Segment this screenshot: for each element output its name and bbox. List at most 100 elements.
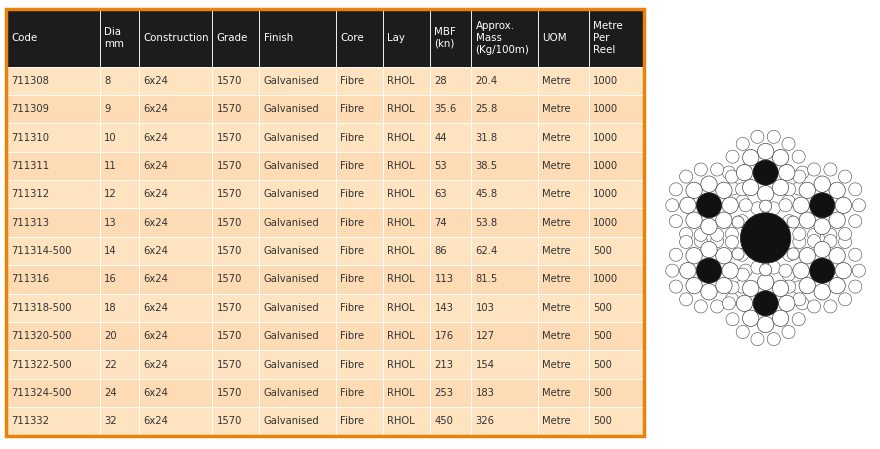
Text: 20.4: 20.4 — [475, 76, 498, 86]
Circle shape — [726, 281, 739, 294]
Bar — [430, 152, 471, 180]
Text: 31.8: 31.8 — [475, 132, 498, 142]
Circle shape — [751, 202, 764, 215]
Circle shape — [739, 199, 752, 212]
Bar — [99, 180, 139, 208]
Text: 711324-500: 711324-500 — [11, 388, 71, 398]
Text: 1000: 1000 — [593, 218, 619, 228]
Circle shape — [736, 248, 749, 261]
Circle shape — [839, 235, 852, 248]
Bar — [589, 379, 643, 407]
Text: Metre
Per
Reel: Metre Per Reel — [593, 21, 623, 55]
Bar — [383, 66, 430, 95]
Text: Metre: Metre — [542, 303, 571, 313]
Circle shape — [829, 182, 846, 198]
Circle shape — [758, 143, 774, 160]
Circle shape — [814, 218, 831, 234]
Bar — [336, 407, 383, 436]
Text: Fibre: Fibre — [341, 303, 364, 313]
Text: Fibre: Fibre — [341, 161, 364, 171]
Circle shape — [810, 258, 835, 283]
Circle shape — [725, 228, 738, 241]
Bar — [260, 237, 336, 265]
Bar — [99, 152, 139, 180]
Bar — [471, 265, 538, 294]
Text: 113: 113 — [435, 274, 453, 284]
Circle shape — [782, 280, 796, 293]
Bar — [538, 350, 589, 379]
Circle shape — [810, 193, 835, 218]
Text: 1570: 1570 — [216, 331, 242, 341]
Text: 1000: 1000 — [593, 104, 619, 114]
Circle shape — [670, 280, 683, 293]
Circle shape — [782, 215, 796, 228]
Circle shape — [694, 300, 708, 313]
Text: 1000: 1000 — [593, 76, 619, 86]
Bar — [589, 407, 643, 436]
Text: Fibre: Fibre — [341, 189, 364, 199]
Circle shape — [722, 263, 738, 279]
Bar — [538, 322, 589, 350]
Text: Galvanised: Galvanised — [264, 218, 319, 228]
Text: RHOL: RHOL — [387, 246, 415, 256]
Text: Galvanised: Galvanised — [264, 416, 319, 427]
Circle shape — [737, 137, 749, 150]
Circle shape — [737, 268, 749, 281]
Text: Metre: Metre — [542, 360, 571, 370]
Text: RHOL: RHOL — [387, 218, 415, 228]
Bar — [383, 322, 430, 350]
Circle shape — [679, 228, 693, 241]
Bar — [260, 350, 336, 379]
Bar — [589, 265, 643, 294]
Bar — [430, 123, 471, 152]
Bar — [6, 407, 99, 436]
Text: 6x24: 6x24 — [143, 416, 168, 427]
Bar — [99, 294, 139, 322]
Text: UOM: UOM — [542, 33, 567, 43]
Text: 127: 127 — [475, 331, 495, 341]
Circle shape — [793, 263, 810, 279]
Bar — [139, 379, 212, 407]
Bar — [6, 322, 99, 350]
Circle shape — [814, 242, 831, 258]
Text: 9: 9 — [104, 104, 111, 114]
Circle shape — [759, 200, 772, 212]
Text: 711320-500: 711320-500 — [11, 331, 71, 341]
Text: 711313: 711313 — [11, 218, 49, 228]
Circle shape — [853, 199, 865, 212]
Bar — [139, 265, 212, 294]
Text: 6x24: 6x24 — [143, 360, 168, 370]
Bar — [471, 123, 538, 152]
Circle shape — [799, 247, 816, 264]
Text: 10: 10 — [104, 132, 117, 142]
Circle shape — [779, 295, 795, 312]
Circle shape — [711, 229, 723, 242]
Text: 53: 53 — [435, 161, 447, 171]
Circle shape — [835, 197, 852, 213]
Text: 711312: 711312 — [11, 189, 49, 199]
Bar — [430, 9, 471, 66]
Text: 1570: 1570 — [216, 246, 242, 256]
Bar — [212, 95, 260, 123]
Text: Galvanised: Galvanised — [264, 161, 319, 171]
Bar — [6, 379, 99, 407]
Bar — [212, 407, 260, 436]
Text: 711309: 711309 — [11, 104, 49, 114]
Bar — [383, 208, 430, 237]
Text: Fibre: Fibre — [341, 388, 364, 398]
Bar — [260, 322, 336, 350]
Text: 28: 28 — [435, 76, 447, 86]
Text: 711308: 711308 — [11, 76, 49, 86]
Bar — [471, 180, 538, 208]
Circle shape — [792, 281, 805, 294]
Bar — [260, 294, 336, 322]
Text: Dia
mm: Dia mm — [104, 27, 124, 49]
Bar — [471, 9, 538, 66]
Text: 6x24: 6x24 — [143, 303, 168, 313]
Circle shape — [824, 234, 837, 247]
Circle shape — [848, 183, 862, 196]
Bar — [260, 265, 336, 294]
Bar — [538, 66, 589, 95]
Text: Galvanised: Galvanised — [264, 360, 319, 370]
Text: 18: 18 — [104, 303, 117, 313]
